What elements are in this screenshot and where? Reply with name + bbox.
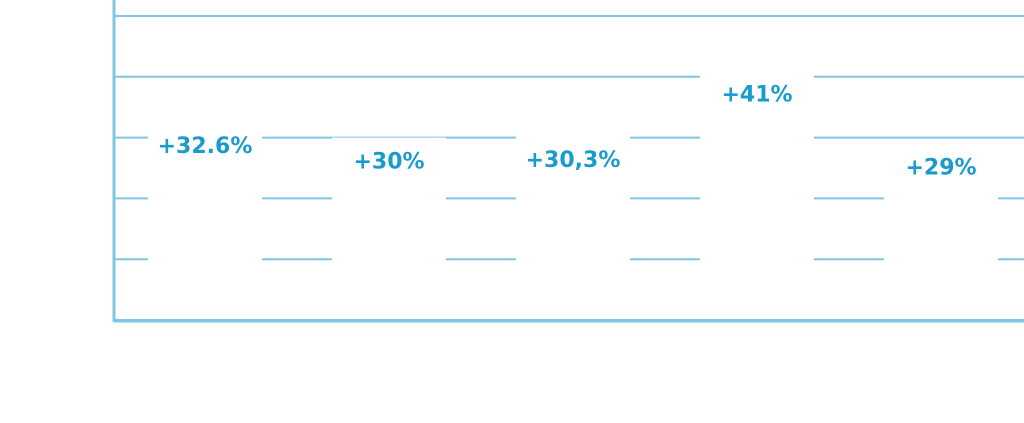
value-label: +41% [721,83,792,108]
bar [516,135,630,319]
bar [332,137,446,319]
bar [884,143,998,319]
bar [148,121,262,320]
bar [700,70,814,319]
value-label: +30% [353,150,424,175]
value-label: +30,3% [526,148,621,173]
value-label: +32.6% [158,134,253,159]
value-label: +29% [905,156,976,181]
